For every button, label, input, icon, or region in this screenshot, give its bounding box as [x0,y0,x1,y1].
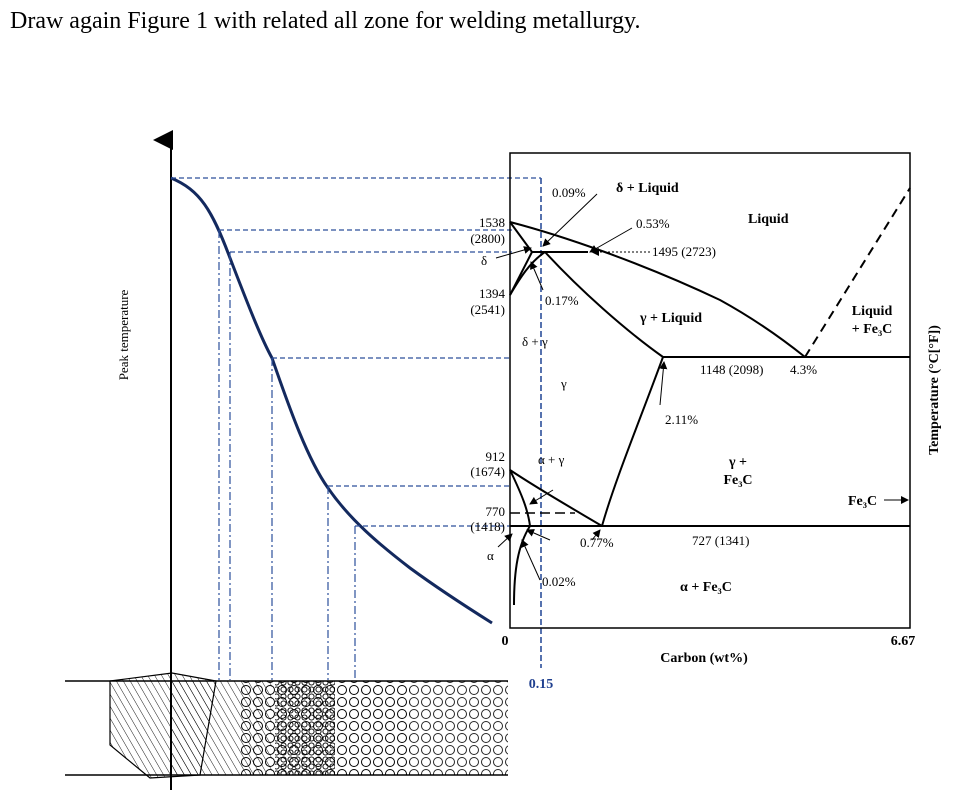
gamma-label: γ [560,376,567,391]
eutectic-temp-label: 1148 (2098) [700,362,763,377]
eutectic-carbon-label: 4.3% [790,362,817,377]
delta-liquid-label: δ + Liquid [616,181,679,196]
base-metal [410,681,508,775]
alpha-fe3c-label: α + Fe₃C [680,580,732,595]
temp-770f-label: (1418) [470,519,505,534]
fe-c-phase-diagram: 1538 (2800) 1394 (2541) 912 (1674) 770 (… [470,152,942,692]
guide-lines [171,177,542,680]
peak-temperature-label: Peak temperature [116,289,131,380]
fine-grain-haz [275,681,335,775]
temp-1394-label: 1394 [479,286,506,301]
fe3c-label: Fe₃C [848,494,877,509]
comp-009-label: 0.09% [552,185,586,200]
temp-1394f-label: (2541) [470,302,505,317]
delta-gamma-label: δ + γ [522,334,548,349]
peak-temperature-curve [170,176,493,625]
liquid-fe3c-label-1: Liquid [852,304,893,319]
comp-077-label: 0.77% [580,535,614,550]
alpha-gamma-label: α + γ [538,452,565,467]
x-tick-015: 0.15 [529,677,554,692]
partially-transformed-zone [330,681,410,775]
gamma-liquid-label: γ + Liquid [639,311,702,326]
phase-diagram-frame [509,152,911,629]
temp-770-label: 770 [486,504,506,519]
liquid-label: Liquid [748,212,789,227]
page-heading: Draw again Figure 1 with related all zon… [10,8,641,34]
comp-211-label: 2.11% [665,412,698,427]
peritectic-temp-label: 1495 (2723) [652,244,716,259]
temp-1538-label: 1538 [479,215,505,230]
liquid-fe3c-label-2: + Fe₃C [852,322,893,337]
temp-912-label: 912 [486,449,506,464]
x-tick-max: 6.67 [891,634,916,649]
eutectoid-temp-label: 727 (1341) [692,533,749,548]
comp-017-label: 0.17% [545,293,579,308]
temp-912f-label: (1674) [470,464,505,479]
comp-053-label: 0.53% [636,216,670,231]
x-tick-zero: 0 [502,634,509,649]
right-axis-label: Temperature (°C[°F]) [927,325,942,455]
alpha-label: α [487,548,494,563]
weld-cross-section [65,672,508,779]
comp-002-label: 0.02% [542,574,576,589]
temp-1538f-label: (2800) [470,231,505,246]
delta-label: δ [481,253,487,268]
x-axis-label: Carbon (wt%) [660,651,748,666]
gamma-fe3c-label-2: Fe₃C [723,473,752,488]
gamma-fe3c-label-1: γ + [728,455,747,470]
